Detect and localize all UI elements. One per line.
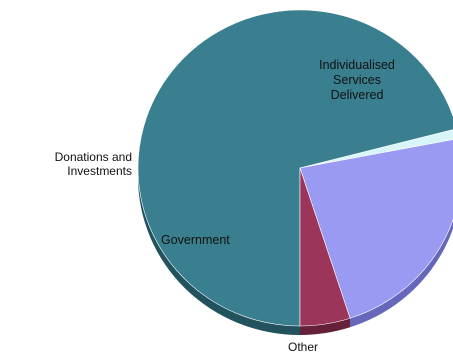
pie-3d-edge [138,168,453,335]
slice-individualised-services-delivered [137,9,453,327]
slice-label-individualised: Individualised Services Delivered [319,58,395,102]
pie-slices [137,9,453,327]
slice-label-other: Other [288,340,319,354]
slice-government [299,139,453,319]
slice-donations-and-investments [299,167,351,327]
slice-edge-government [350,219,453,328]
slice-label-government: Government [161,233,230,247]
slice-edge-donations-and-investments [300,318,351,335]
slice-label-donations: Donations and Investments [54,150,132,179]
